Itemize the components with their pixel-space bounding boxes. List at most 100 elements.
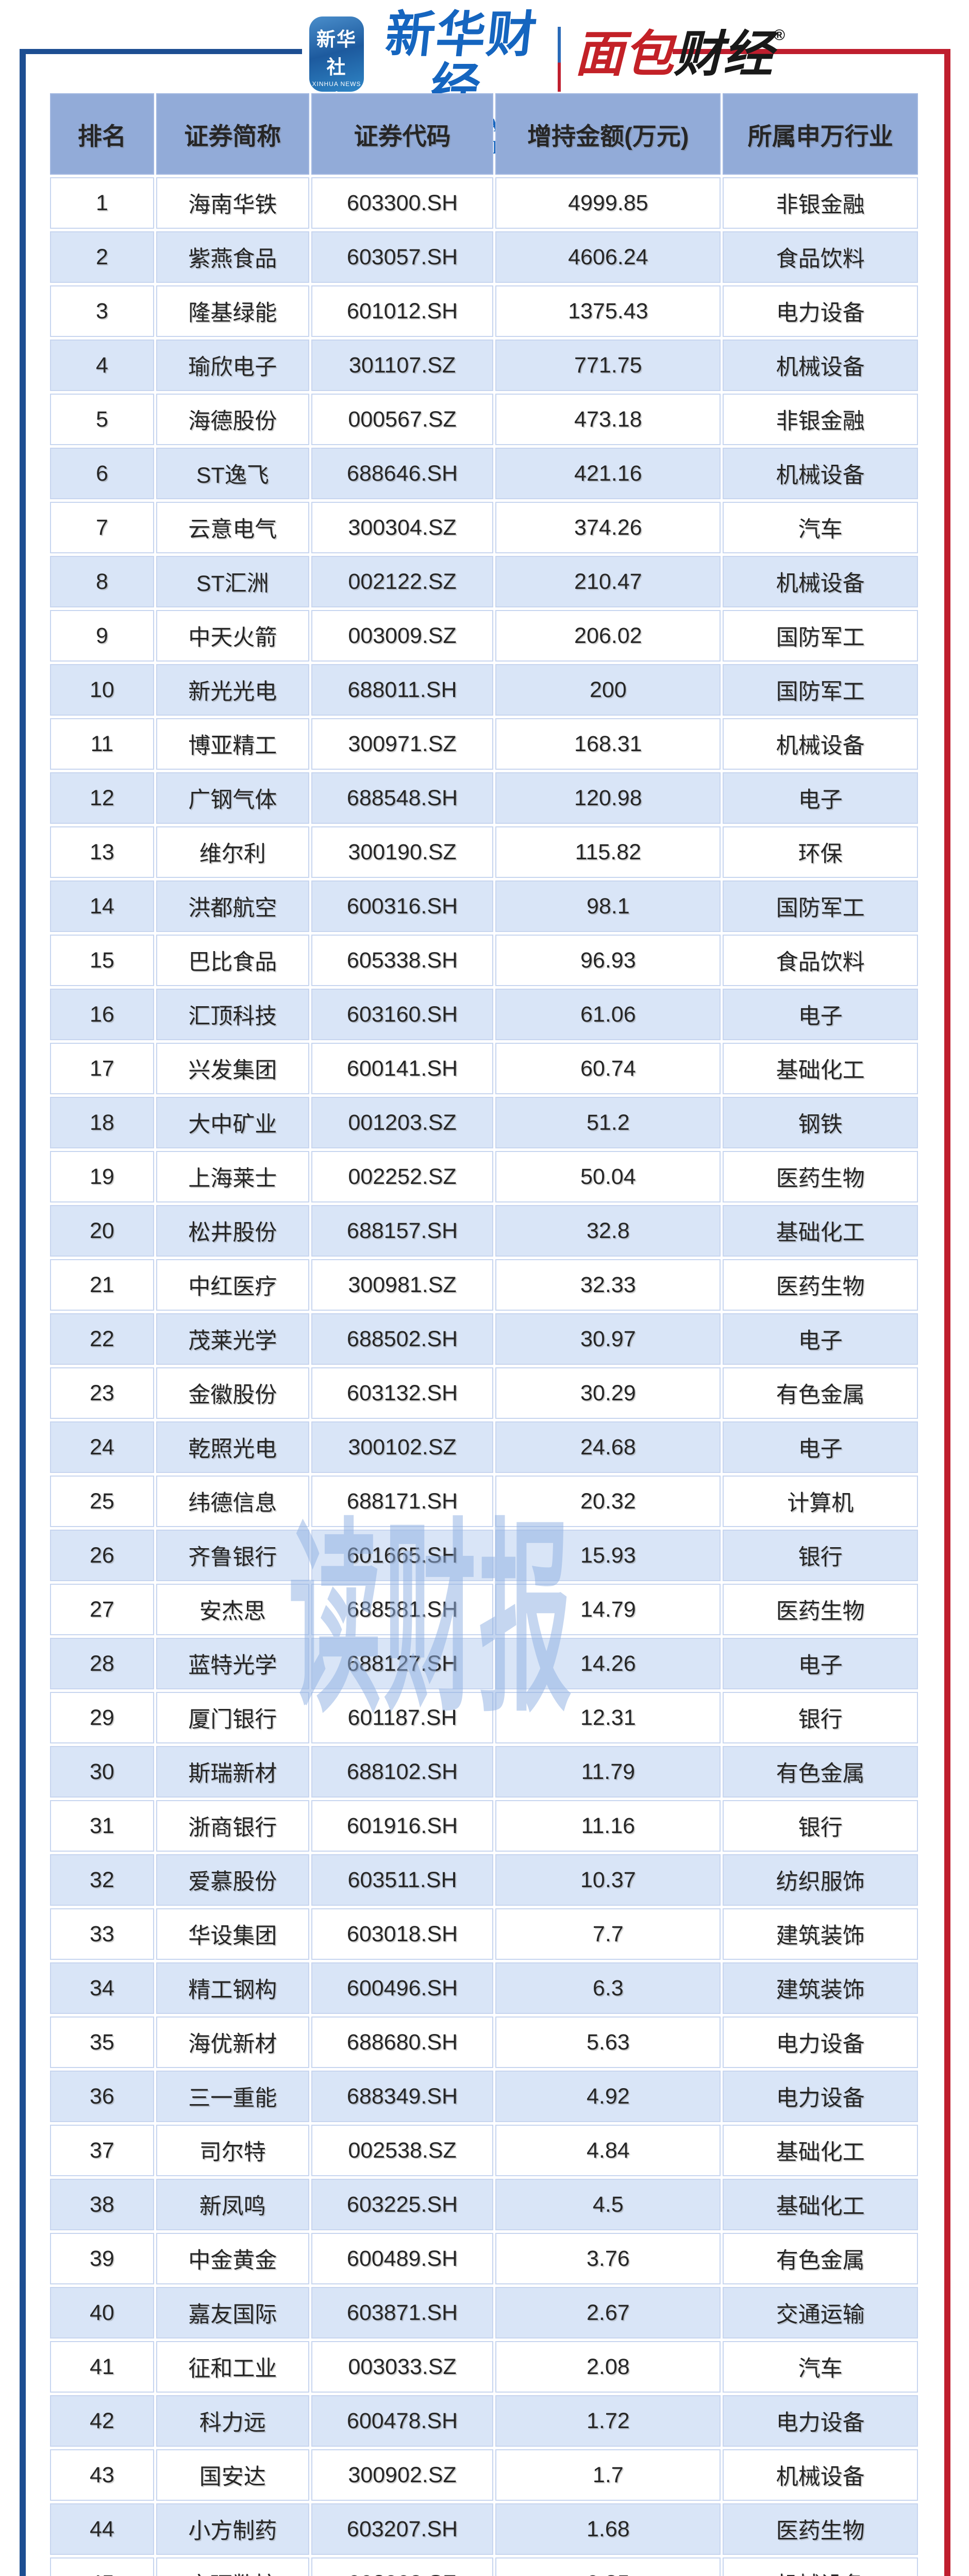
col-header-rank: 排名 <box>50 93 154 175</box>
cell-sw-industry: 银行 <box>723 1530 918 1581</box>
cell-security-name: 汇顶科技 <box>156 989 309 1040</box>
col-header-increase-amount: 增持金额(万元) <box>495 93 721 175</box>
cell-increase-amount: 2.08 <box>495 2341 721 2393</box>
cell-security-name: 安杰思 <box>156 1584 309 1635</box>
cell-rank: 11 <box>50 718 154 770</box>
cell-rank: 6 <box>50 448 154 499</box>
table-row: 3 隆基绿能 601012.SH 1375.43 电力设备 <box>50 285 918 337</box>
cell-security-name: 齐鲁银行 <box>156 1530 309 1581</box>
cell-security-name: 金徽股份 <box>156 1367 309 1419</box>
cell-increase-amount: 24.68 <box>495 1421 721 1473</box>
table-row: 17 兴发集团 600141.SH 60.74 基础化工 <box>50 1043 918 1094</box>
cell-sw-industry: 汽车 <box>723 502 918 553</box>
cell-rank: 8 <box>50 556 154 607</box>
cell-rank: 7 <box>50 502 154 553</box>
table-row: 16 汇顶科技 603160.SH 61.06 电子 <box>50 989 918 1040</box>
cell-security-code: 603160.SH <box>311 989 494 1040</box>
cell-sw-industry: 电力设备 <box>723 2016 918 2068</box>
cell-increase-amount: 1.72 <box>495 2395 721 2447</box>
cell-security-code: 600496.SH <box>311 1962 494 2014</box>
cell-rank: 16 <box>50 989 154 1040</box>
cell-security-code: 003009.SZ <box>311 610 494 662</box>
cell-security-code: 688011.SH <box>311 664 494 716</box>
cell-sw-industry: 食品饮料 <box>723 935 918 986</box>
cell-increase-amount: 4.84 <box>495 2125 721 2176</box>
cell-security-name: 小方制药 <box>156 2503 309 2555</box>
mianbao-finance-logo: 面包财经® <box>575 27 785 82</box>
cell-rank: 19 <box>50 1151 154 1202</box>
cell-increase-amount: 60.74 <box>495 1043 721 1094</box>
table-row: 20 松井股份 688157.SH 32.8 基础化工 <box>50 1205 918 1257</box>
cell-rank: 1 <box>50 177 154 229</box>
col-header-security-code: 证券代码 <box>311 93 494 175</box>
cell-sw-industry: 医药生物 <box>723 1259 918 1311</box>
cell-rank: 18 <box>50 1097 154 1148</box>
cell-sw-industry: 有色金属 <box>723 2233 918 2284</box>
cell-sw-industry: 电子 <box>723 772 918 824</box>
cell-security-name: 新凤鸣 <box>156 2179 309 2230</box>
cell-security-code: 600489.SH <box>311 2233 494 2284</box>
table-body: 1 海南华铁 603300.SH 4999.85 非银金融 2 紫燕食品 603057.SH 4… <box>50 177 918 2576</box>
registered-mark-icon: ® <box>774 27 786 44</box>
cell-rank: 43 <box>50 2449 154 2501</box>
cell-security-code: 300981.SZ <box>311 1259 494 1311</box>
cell-increase-amount: 7.7 <box>495 1908 721 1960</box>
cell-security-code: 600478.SH <box>311 2395 494 2447</box>
table-row: 10 新光光电 688011.SH 200 国防军工 <box>50 664 918 716</box>
cell-security-name: 中红医疗 <box>156 1259 309 1311</box>
cell-security-name: 纬德信息 <box>156 1476 309 1527</box>
cell-increase-amount: 1375.43 <box>495 285 721 337</box>
table-row: 29 厦门银行 601187.SH 12.31 银行 <box>50 1692 918 1743</box>
cell-security-code: 688171.SH <box>311 1476 494 1527</box>
table-row: 32 爱慕股份 603511.SH 10.37 纺织服饰 <box>50 1854 918 1906</box>
cell-sw-industry: 机械设备 <box>723 340 918 391</box>
cell-security-code: 688157.SH <box>311 1205 494 1257</box>
cell-rank: 40 <box>50 2287 154 2338</box>
cell-sw-industry: 电子 <box>723 1421 918 1473</box>
cell-security-code: 603300.SH <box>311 177 494 229</box>
cell-rank: 45 <box>50 2557 154 2576</box>
cell-rank: 34 <box>50 1962 154 2014</box>
cell-security-code: 300304.SZ <box>311 502 494 553</box>
cell-increase-amount: 14.26 <box>495 1638 721 1689</box>
cell-sw-industry: 有色金属 <box>723 1746 918 1798</box>
table-row: 35 海优新材 688680.SH 5.63 电力设备 <box>50 2016 918 2068</box>
table-row: 37 司尔特 002538.SZ 4.84 基础化工 <box>50 2125 918 2176</box>
cell-sw-industry: 电力设备 <box>723 2071 918 2122</box>
cell-rank: 44 <box>50 2503 154 2555</box>
table-row: 41 征和工业 003033.SZ 2.08 汽车 <box>50 2341 918 2393</box>
cell-security-code: 603057.SH <box>311 231 494 283</box>
cell-increase-amount: 168.31 <box>495 718 721 770</box>
cell-security-name: 紫燕食品 <box>156 231 309 283</box>
cell-security-name: 中金黄金 <box>156 2233 309 2284</box>
cell-increase-amount: 20.32 <box>495 1476 721 1527</box>
xinhua-news-app-icon-en: XINHUA NEWS <box>312 80 361 88</box>
cell-rank: 29 <box>50 1692 154 1743</box>
table-row: 12 广钢气体 688548.SH 120.98 电子 <box>50 772 918 824</box>
cell-increase-amount: 98.1 <box>495 880 721 932</box>
cell-sw-industry: 交通运输 <box>723 2287 918 2338</box>
cell-security-code: 301107.SZ <box>311 340 494 391</box>
cell-increase-amount: 15.93 <box>495 1530 721 1581</box>
top-left-blue-rule <box>20 49 302 54</box>
cell-security-name: 隆基绿能 <box>156 285 309 337</box>
cell-security-code: 002122.SZ <box>311 556 494 607</box>
cell-increase-amount: 5.63 <box>495 2016 721 2068</box>
cell-increase-amount: 32.33 <box>495 1259 721 1311</box>
cell-security-name: ST汇洲 <box>156 556 309 607</box>
cell-security-name: 洪都航空 <box>156 880 309 932</box>
cell-increase-amount: 771.75 <box>495 340 721 391</box>
cell-sw-industry: 机械设备 <box>723 448 918 499</box>
cell-increase-amount: 14.79 <box>495 1584 721 1635</box>
cell-security-code: 601012.SH <box>311 285 494 337</box>
cell-increase-amount: 10.37 <box>495 1854 721 1906</box>
cell-security-code: 688127.SH <box>311 1638 494 1689</box>
cell-security-name: 宇环数控 <box>156 2557 309 2576</box>
cell-security-name: 茂莱光学 <box>156 1313 309 1365</box>
cell-security-name: 乾照光电 <box>156 1421 309 1473</box>
cell-security-code: 002903.SZ <box>311 2557 494 2576</box>
table-row: 21 中红医疗 300981.SZ 32.33 医药生物 <box>50 1259 918 1311</box>
cell-increase-amount: 12.31 <box>495 1692 721 1743</box>
cell-sw-industry: 国防军工 <box>723 664 918 716</box>
cell-increase-amount: 4.92 <box>495 2071 721 2122</box>
